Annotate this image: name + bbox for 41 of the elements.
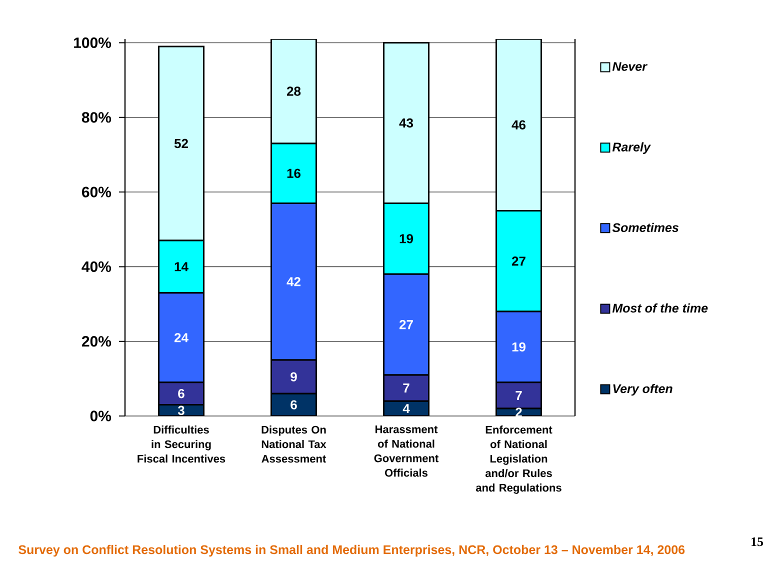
legend-label: Rarely xyxy=(612,142,651,154)
legend-label: Sometimes xyxy=(612,222,678,232)
text: 15 xyxy=(752,537,764,546)
data-label: 27 xyxy=(399,320,413,330)
text: Survey on Conflict Resolution Systems in Small and Medium Enterprises, NCR, October 13 – November 14, 2006 xyxy=(18,544,685,557)
x-tick-label: Enforcement of National Legislation and/or Rules and Regulations xyxy=(476,426,562,494)
data-label: 14 xyxy=(174,262,188,272)
data-label: 6 xyxy=(178,388,184,398)
data-label: 16 xyxy=(287,168,301,178)
legend-label: Never xyxy=(612,62,648,71)
data-label: 46 xyxy=(512,120,526,130)
y-tick-label: 100% xyxy=(74,37,112,48)
data-label: 24 xyxy=(174,333,188,342)
legend-label: Very often xyxy=(613,384,672,396)
data-label: 7 xyxy=(516,391,522,400)
data-label: 43 xyxy=(399,118,414,128)
y-tick-label: 80% xyxy=(82,112,112,123)
x-tick-label: Difficulties in Securing Fiscal Incentives xyxy=(138,426,226,463)
bar xyxy=(270,38,317,144)
data-label: 4 xyxy=(402,404,410,414)
data-label: 19 xyxy=(512,342,526,352)
y-tick-label: 0% xyxy=(90,410,112,422)
data-label: 42 xyxy=(286,277,300,286)
data-label: 9 xyxy=(290,372,297,382)
data-label: 52 xyxy=(174,138,188,148)
x-tick-label: Harassment of National Government Officials xyxy=(374,426,439,477)
data-label: 6 xyxy=(290,400,297,410)
data-label: 3 xyxy=(178,406,184,416)
y-tick-label: 60% xyxy=(82,186,112,198)
data-label: 27 xyxy=(512,256,526,266)
y-tick-label: 20% xyxy=(82,336,112,347)
bar xyxy=(496,38,542,212)
data-label: 7 xyxy=(403,384,410,392)
x-tick-label: Disputes On National Tax Assessment xyxy=(262,426,326,463)
data-label: 19 xyxy=(400,234,413,244)
bar xyxy=(158,46,205,242)
bar xyxy=(383,42,430,204)
y-tick-label: 40% xyxy=(82,261,112,272)
legend-label: Most of the time xyxy=(612,303,708,313)
data-label: 2 xyxy=(516,408,522,417)
data-label: 28 xyxy=(286,86,301,96)
